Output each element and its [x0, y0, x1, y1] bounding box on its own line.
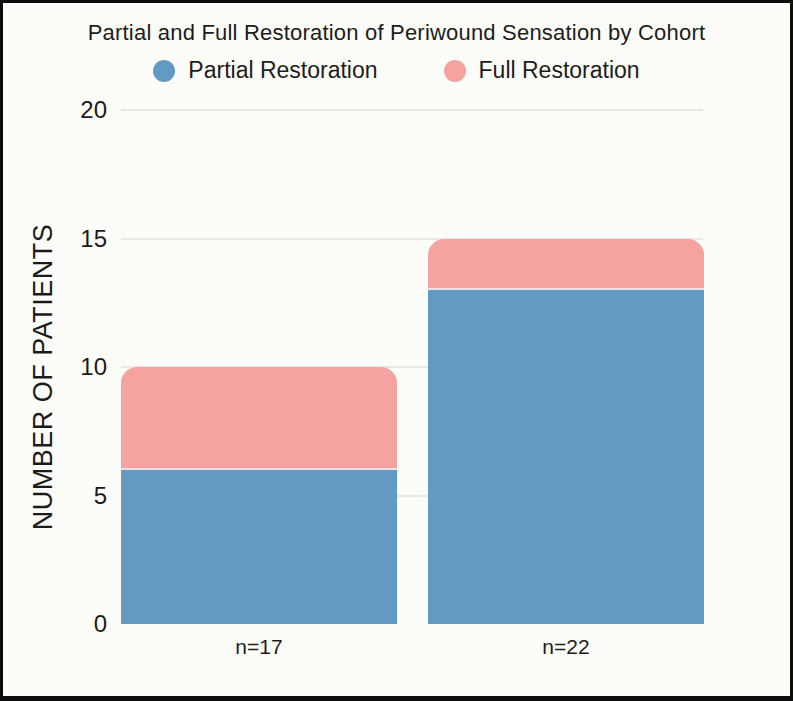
- legend-swatch-full-icon: [444, 60, 466, 82]
- chart-frame: Partial and Full Restoration of Periwoun…: [0, 0, 793, 701]
- bar-segment-partial-restoration: [121, 470, 397, 624]
- gridline-20: [121, 109, 703, 111]
- chart-title: Partial and Full Restoration of Periwoun…: [3, 20, 790, 46]
- bar-segment-full-restoration: [121, 367, 397, 470]
- y-tick-label-20: 20: [35, 98, 107, 122]
- legend-swatch-partial-icon: [153, 60, 175, 82]
- bar-n=17: [121, 367, 397, 624]
- legend-label-full: Full Restoration: [479, 57, 640, 84]
- y-tick-label-15: 15: [35, 227, 107, 251]
- y-tick-label-5: 5: [35, 484, 107, 508]
- legend-item-partial-restoration: Partial Restoration: [153, 57, 377, 84]
- bar-n=22: [428, 239, 704, 625]
- y-tick-label-10: 10: [35, 355, 107, 379]
- y-tick-label-0: 0: [35, 612, 107, 636]
- legend: Partial Restoration Full Restoration: [3, 57, 790, 84]
- x-tick-label-n=22: n=22: [428, 635, 704, 659]
- x-tick-label-n=17: n=17: [121, 635, 397, 659]
- legend-label-partial: Partial Restoration: [188, 57, 377, 84]
- bar-segment-partial-restoration: [428, 290, 704, 624]
- bar-segment-full-restoration: [428, 239, 704, 290]
- legend-item-full-restoration: Full Restoration: [444, 57, 640, 84]
